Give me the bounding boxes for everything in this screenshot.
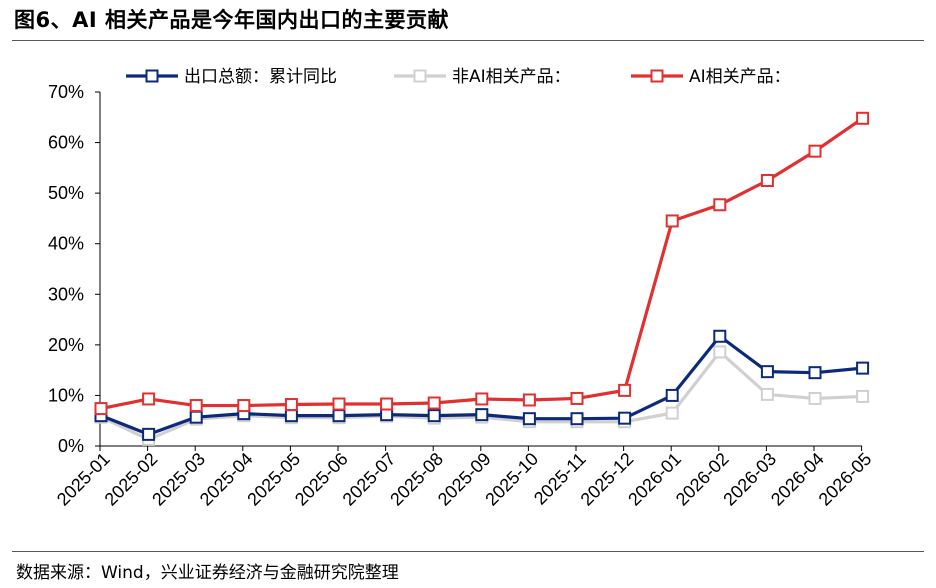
chart-title: 图6、AI 相关产品是今年国内出口的主要贡献 xyxy=(14,8,449,32)
y-tick-label: 0% xyxy=(58,436,84,456)
legend-swatch-marker xyxy=(413,69,427,83)
data-point-non_ai xyxy=(760,387,774,401)
data-point-total xyxy=(618,411,632,425)
data-point-total xyxy=(142,427,156,441)
data-point-non_ai xyxy=(713,345,727,359)
data-point-ai xyxy=(665,214,679,228)
x-tick-label: 2026-05 xyxy=(815,449,876,510)
data-point-total xyxy=(475,408,489,422)
legend-label: 出口总额：累计同比 xyxy=(184,67,337,87)
series-total xyxy=(94,329,870,441)
y-tick-label: 10% xyxy=(48,385,84,405)
legend-item-non_ai: 非AI相关产品： xyxy=(394,67,571,87)
data-point-ai xyxy=(284,398,298,412)
data-point-total xyxy=(380,408,394,422)
data-point-ai xyxy=(237,399,251,413)
data-point-ai xyxy=(713,198,727,212)
bottom-divider xyxy=(12,551,924,552)
y-tick-label: 50% xyxy=(48,183,84,203)
data-point-ai xyxy=(332,397,346,411)
data-point-non_ai xyxy=(856,389,870,403)
data-point-non_ai xyxy=(808,391,822,405)
y-tick-label: 20% xyxy=(48,335,84,355)
data-point-ai xyxy=(760,174,774,187)
source-note: 数据来源：Wind，兴业证券经济与金融研究院整理 xyxy=(16,563,399,583)
data-point-ai xyxy=(808,144,822,158)
data-point-total xyxy=(856,361,870,375)
x-tick-label: 2025-10 xyxy=(481,449,542,510)
series-line-ai xyxy=(100,116,864,411)
y-tick-label: 70% xyxy=(48,82,84,102)
series-ai xyxy=(94,111,870,416)
legend-label: 非AI相关产品： xyxy=(452,67,571,87)
data-point-total xyxy=(665,388,679,402)
series-layer xyxy=(94,111,870,446)
top-divider xyxy=(12,40,924,41)
legend-swatch-marker xyxy=(650,69,664,83)
legend-item-ai: AI相关产品： xyxy=(631,67,791,87)
data-point-total xyxy=(332,409,346,423)
data-point-ai xyxy=(856,111,870,125)
y-tick-label: 30% xyxy=(48,284,84,304)
axes: 0%10%20%30%40%50%60%70%2025-012025-02202… xyxy=(48,82,875,510)
data-point-total xyxy=(189,410,203,424)
y-tick-label: 40% xyxy=(48,234,84,254)
y-tick-label: 60% xyxy=(48,133,84,153)
data-point-non_ai xyxy=(665,406,679,420)
data-point-ai xyxy=(475,392,489,406)
legend-item-total: 出口总额：累计同比 xyxy=(126,67,337,87)
data-point-total xyxy=(522,412,536,426)
data-point-ai xyxy=(142,392,156,406)
legend-swatch-marker xyxy=(145,69,159,83)
data-point-ai xyxy=(189,399,203,413)
data-point-ai xyxy=(522,393,536,407)
data-point-total xyxy=(427,409,441,423)
data-point-ai xyxy=(94,402,108,416)
legend: 出口总额：累计同比 非AI相关产品： AI相关产品： xyxy=(126,67,791,87)
data-point-ai xyxy=(618,383,632,397)
legend-label: AI相关产品： xyxy=(689,67,791,87)
data-point-total xyxy=(760,365,774,379)
data-point-ai xyxy=(427,396,441,410)
data-point-ai xyxy=(570,391,584,405)
data-point-total xyxy=(713,329,727,343)
data-point-total xyxy=(284,409,298,423)
data-point-total xyxy=(808,366,822,380)
data-point-total xyxy=(570,412,584,426)
data-point-ai xyxy=(380,397,394,411)
